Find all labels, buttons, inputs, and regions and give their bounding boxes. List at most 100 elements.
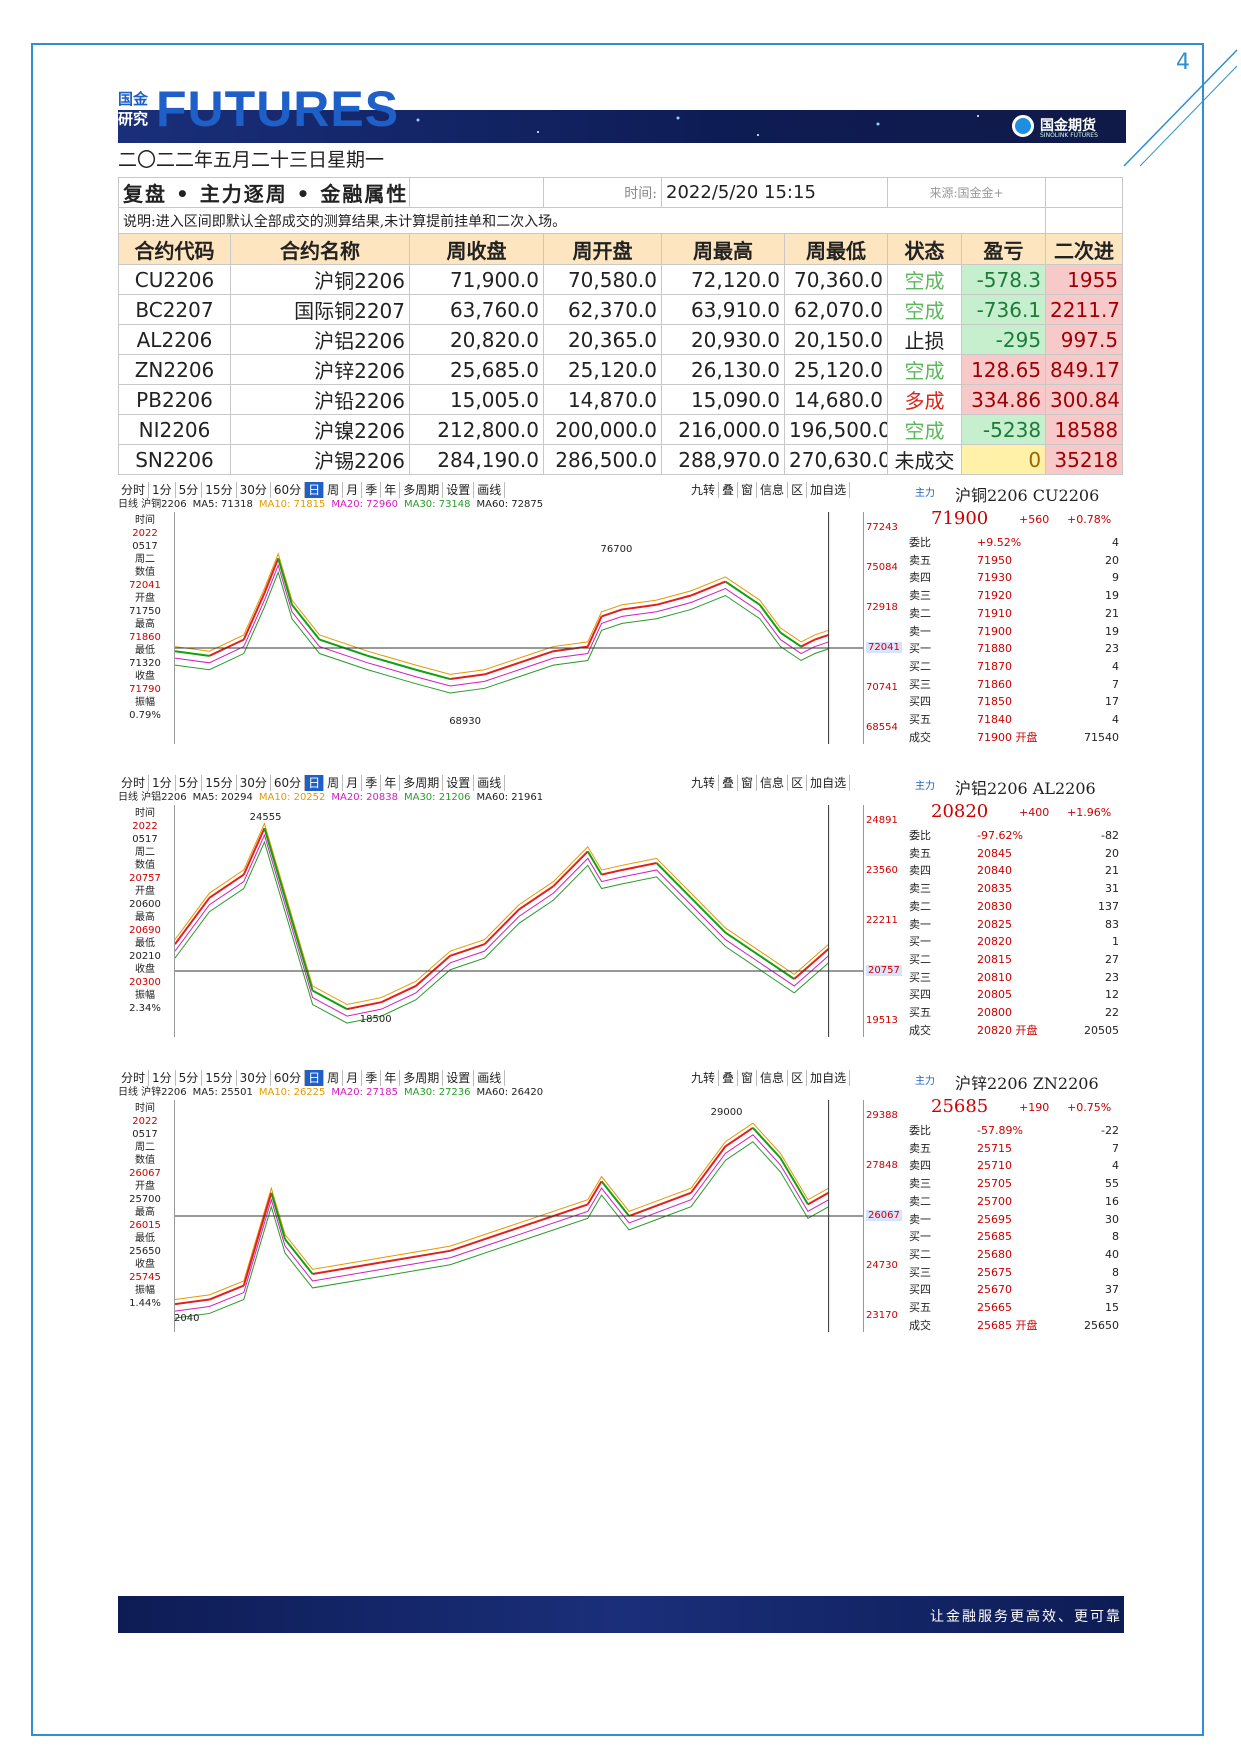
side-item: 收盘 — [135, 964, 155, 975]
decor-candle — [622, 863, 656, 870]
toolbar-item: 设置 — [443, 482, 475, 498]
book-cell: 20 — [1105, 553, 1119, 567]
book-cell: 25670 — [977, 1283, 1012, 1297]
decor-candle — [588, 616, 602, 646]
book-row: 委比 +9.52% 4 — [907, 534, 1119, 551]
book-cell: 20830 — [977, 899, 1012, 913]
axis-label: 24891 — [866, 815, 898, 826]
book-row: 卖一 71900 19 — [907, 623, 1119, 640]
side-item: 周二 — [135, 847, 155, 858]
decor-candle — [588, 1181, 602, 1204]
decor-candle — [175, 651, 209, 656]
book-cell: 卖一 — [909, 624, 931, 638]
decor-candle — [264, 558, 278, 593]
side-info: 时间 2022 0517 周二 数值 26067 开盘 25700 最高 26015 最低 25650… — [118, 1102, 172, 1310]
decor-candle — [209, 875, 243, 898]
book-row: 买五 20800 22 — [907, 1004, 1119, 1021]
book-row: 买二 71870 4 — [907, 658, 1119, 675]
book-row: 卖三 71920 19 — [907, 587, 1119, 604]
ma-legend: 日线 沪铜2206 MA5: 71318 MA10: 71815 MA20: 7296… — [118, 498, 543, 511]
book-row: 卖一 25695 30 — [907, 1211, 1119, 1228]
plot-area — [174, 805, 864, 1037]
ma-item: MA5: 20294 — [192, 792, 253, 803]
toolbar-item: 区 — [788, 775, 808, 791]
column-header: 周收盘 — [409, 233, 545, 265]
cell: 空成 — [887, 414, 963, 445]
decor-candle — [175, 1300, 209, 1305]
cell: 62,070.0 — [784, 294, 889, 325]
book-cell: 71860 — [977, 677, 1012, 691]
book-row: 卖五 25715 7 — [907, 1140, 1119, 1157]
toolbar-item: 信息 — [757, 1070, 789, 1086]
toolbar-item: 设置 — [443, 775, 475, 791]
plot-area — [174, 1100, 864, 1332]
toolbar-item: 日 — [305, 1070, 325, 1086]
footer-banner — [118, 1596, 1124, 1633]
decor-candle — [725, 933, 759, 956]
cell: 72,120.0 — [661, 264, 786, 295]
decor-candle — [602, 870, 623, 875]
axis-label: 26067 — [866, 1210, 902, 1221]
book-cell: 卖四 — [909, 864, 931, 878]
cell: 20,365.0 — [543, 324, 663, 355]
toolbar-item: 60分 — [271, 1070, 306, 1086]
page-frame — [31, 43, 1204, 1736]
table-row: AL2206 沪铝2206 20,820.0 20,365.0 20,930.0 20,1… — [118, 324, 1124, 355]
book-cell: 委比 — [909, 1124, 931, 1137]
side-item: 0517 — [132, 1129, 158, 1140]
toolbar-item: 分时 — [118, 1070, 150, 1086]
book-cell: 4 — [1112, 536, 1119, 549]
decor-candle — [691, 1146, 725, 1192]
chart-panel: 分时 1分 5分 15分 30分 60分日周月季年多周期 设置 画线 九转叠窗信息区加自选 日线 … — [118, 482, 1122, 747]
decor-candle — [485, 909, 519, 944]
toolbar-item: 60分 — [271, 775, 306, 791]
cell: 沪铝2206 — [229, 324, 411, 355]
axis-label: 27848 — [866, 1160, 898, 1171]
cell: 63,760.0 — [409, 294, 545, 325]
table-row: PB2206 沪铅2206 15,005.0 14,870.0 15,090.0 14,6… — [118, 384, 1124, 415]
book-row: 卖五 20845 20 — [907, 845, 1119, 862]
toolbar-item: 15分 — [202, 775, 237, 791]
cell: 288,970.0 — [661, 444, 786, 475]
header-banner — [118, 110, 1126, 143]
book-row: 卖三 20835 31 — [907, 880, 1119, 897]
company-en: SINOLINK FUTURES — [1040, 132, 1098, 139]
decor-candle — [450, 1228, 519, 1251]
book-cell: 25705 — [977, 1177, 1012, 1191]
decor-candle — [657, 863, 691, 898]
book-cell: 71900 — [977, 624, 1012, 638]
decor-candle — [602, 609, 623, 616]
side-item: 开盘 — [135, 593, 155, 604]
toolbar-item: 加自选 — [807, 775, 851, 791]
book-row: 委比 -57.89% -22 — [907, 1122, 1119, 1139]
cell: 空成 — [887, 294, 963, 325]
cell: 270,630.0 — [784, 444, 889, 475]
toolbar-item: 日 — [305, 775, 325, 791]
book-cell: -22 — [1101, 1124, 1119, 1137]
toolbar-item: 月 — [343, 1070, 363, 1086]
book-cell: 卖一 — [909, 1212, 931, 1226]
decor-candle — [725, 582, 759, 605]
decor-candle — [808, 1193, 829, 1205]
quote-pct: +0.75% — [1067, 1101, 1112, 1114]
time-label: 时间: — [543, 177, 663, 208]
toolbar-item: 15分 — [202, 1070, 237, 1086]
cell: 20,820.0 — [409, 324, 545, 355]
toolbar-item: 画线 — [474, 1070, 506, 1086]
decor-candle — [244, 828, 265, 874]
toolbar-item: 区 — [788, 482, 808, 498]
toolbar-item: 年 — [381, 775, 401, 791]
decor-candle — [416, 670, 450, 679]
side-item: 周二 — [135, 1142, 155, 1153]
side-item: 收盘 — [135, 671, 155, 682]
side-item: 2.34% — [129, 1003, 161, 1014]
book-row: 卖二 20830 137 — [907, 898, 1119, 915]
cell: 196,500.0 — [784, 414, 889, 445]
table-row: BC2207 国际铜2207 63,760.0 62,370.0 63,910.0 62,… — [118, 294, 1124, 325]
cell: 20,150.0 — [784, 324, 889, 355]
ma-item: 日线 沪锌2206 — [118, 1087, 187, 1098]
book-cell: 卖五 — [909, 553, 931, 567]
axis-label: 70741 — [866, 682, 898, 693]
cell: AL2206 — [118, 324, 231, 355]
